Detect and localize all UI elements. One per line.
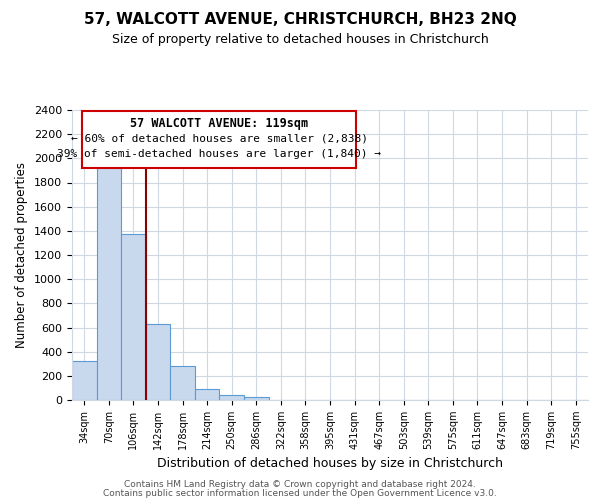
- Text: 57 WALCOTT AVENUE: 119sqm: 57 WALCOTT AVENUE: 119sqm: [130, 117, 308, 130]
- Y-axis label: Number of detached properties: Number of detached properties: [16, 162, 28, 348]
- FancyBboxPatch shape: [82, 112, 356, 168]
- Bar: [220, 394, 244, 400]
- Text: Contains public sector information licensed under the Open Government Licence v3: Contains public sector information licen…: [103, 489, 497, 498]
- Text: Size of property relative to detached houses in Christchurch: Size of property relative to detached ho…: [112, 32, 488, 46]
- Text: 57, WALCOTT AVENUE, CHRISTCHURCH, BH23 2NQ: 57, WALCOTT AVENUE, CHRISTCHURCH, BH23 2…: [83, 12, 517, 28]
- Bar: [72, 362, 97, 400]
- Bar: [170, 366, 195, 400]
- Bar: [195, 388, 220, 400]
- Bar: [244, 397, 269, 400]
- Bar: [146, 324, 170, 400]
- Text: Distribution of detached houses by size in Christchurch: Distribution of detached houses by size …: [157, 458, 503, 470]
- Text: ← 60% of detached houses are smaller (2,838): ← 60% of detached houses are smaller (2,…: [71, 133, 368, 143]
- Bar: [97, 166, 121, 400]
- Text: 39% of semi-detached houses are larger (1,840) →: 39% of semi-detached houses are larger (…: [57, 149, 381, 159]
- Bar: [121, 234, 146, 400]
- Text: Contains HM Land Registry data © Crown copyright and database right 2024.: Contains HM Land Registry data © Crown c…: [124, 480, 476, 489]
